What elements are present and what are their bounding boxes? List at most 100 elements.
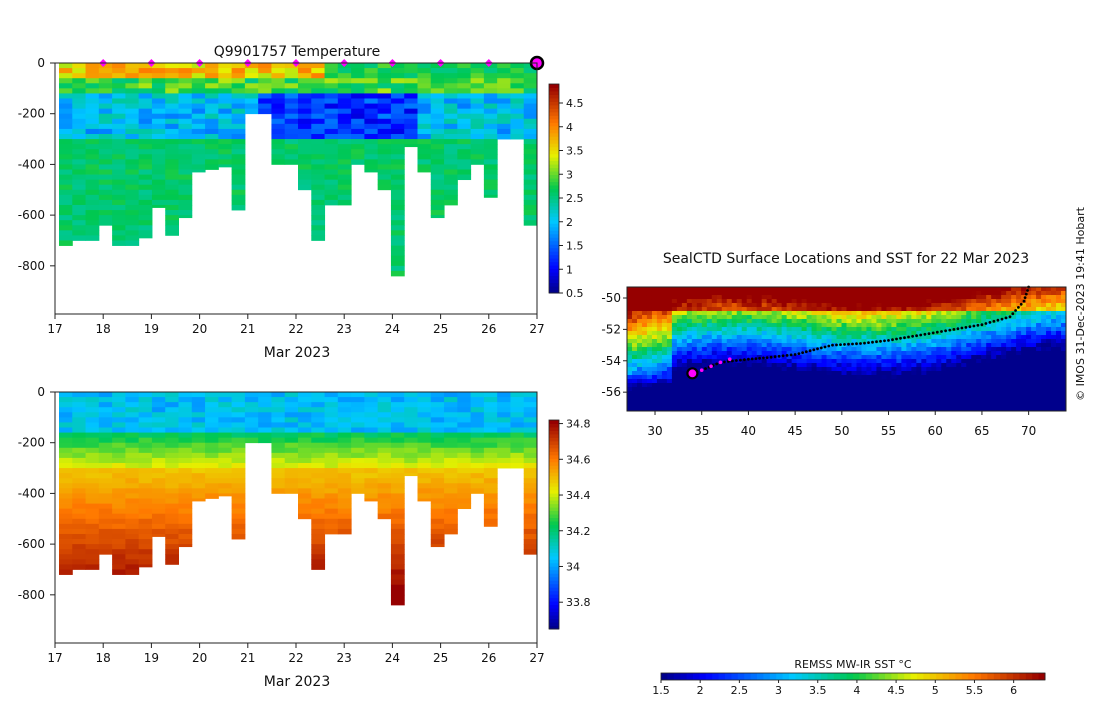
- sst-cell: [782, 371, 787, 376]
- profile-cell: [192, 473, 206, 478]
- colorbar-segment: [549, 559, 559, 563]
- sst-cell: [856, 319, 861, 324]
- sst-cell: [772, 403, 777, 408]
- sst-cell: [652, 323, 657, 328]
- sst-cell: [936, 403, 941, 408]
- profile-cell: [510, 88, 524, 93]
- profile-cell: [139, 114, 153, 119]
- profile-cell: [165, 392, 179, 397]
- sst-cell: [822, 295, 827, 300]
- profile-cell: [285, 68, 299, 73]
- sst-cell: [647, 359, 652, 364]
- track-point: [855, 342, 858, 345]
- sst-cell: [1006, 287, 1011, 292]
- profile-cell: [378, 392, 392, 397]
- profile-cell: [298, 124, 312, 129]
- sst-cell: [1006, 375, 1011, 380]
- profile-cell: [232, 98, 246, 103]
- sst-cell: [712, 331, 717, 336]
- sst-cell: [637, 339, 642, 344]
- profile-cell: [86, 109, 100, 114]
- sst-cell: [812, 307, 817, 312]
- profile-cell: [139, 175, 153, 180]
- profile-cell: [444, 175, 458, 180]
- profile-cell: [431, 159, 445, 164]
- profile-cell: [378, 493, 392, 498]
- sst-cell: [772, 379, 777, 384]
- sst-cell: [916, 307, 921, 312]
- sst-cell: [657, 343, 662, 348]
- profile-cell: [378, 93, 392, 98]
- profile-cell: [179, 493, 193, 498]
- sst-cell: [1056, 383, 1061, 388]
- sst-cell: [797, 391, 802, 396]
- profile-cell: [351, 159, 365, 164]
- sst-cell: [891, 311, 896, 316]
- sst-cell: [916, 295, 921, 300]
- sst-cell: [1056, 375, 1061, 380]
- sst-cell: [851, 399, 856, 404]
- colorbar-segment: [549, 108, 559, 112]
- sst-cell: [802, 339, 807, 344]
- profile-cell: [59, 412, 73, 417]
- sst-cell: [832, 323, 837, 328]
- sst-cell: [752, 351, 757, 356]
- profile-cell: [524, 463, 538, 468]
- sst-cell: [712, 351, 717, 356]
- profile-cell: [232, 154, 246, 159]
- sst-cell: [842, 395, 847, 400]
- sst-cell: [946, 303, 951, 308]
- sst-cell: [812, 403, 817, 408]
- profile-cell: [258, 402, 272, 407]
- sst-cell: [682, 307, 687, 312]
- profile-cell: [471, 149, 485, 154]
- profile-cell: [298, 514, 312, 519]
- profile-cell: [524, 139, 538, 144]
- profile-cell: [404, 83, 418, 88]
- profile-cell: [72, 144, 86, 149]
- profile-cell: [125, 463, 139, 468]
- sst-cell: [777, 307, 782, 312]
- sst-cell: [817, 359, 822, 364]
- sst-cell: [976, 371, 981, 376]
- profile-cell: [165, 529, 179, 534]
- sst-cell: [672, 311, 677, 316]
- x-tick-label: 21: [240, 651, 255, 665]
- sst-cell: [827, 399, 832, 404]
- profile-cell: [258, 104, 272, 109]
- profile-cell: [72, 433, 86, 438]
- sst-cell: [881, 379, 886, 384]
- sst-cell: [931, 315, 936, 320]
- sst-cell: [856, 355, 861, 360]
- sst-cell: [1041, 331, 1046, 336]
- sst-cell: [672, 387, 677, 392]
- sst-cell: [682, 391, 687, 396]
- sst-cell: [697, 347, 702, 352]
- sst-cell: [802, 287, 807, 292]
- sst-cell: [976, 319, 981, 324]
- profile-cell: [524, 78, 538, 83]
- sst-cell: [971, 363, 976, 368]
- profile-cell: [192, 407, 206, 412]
- sst-cell: [986, 343, 991, 348]
- colorbar-segment: [549, 140, 559, 144]
- profile-cell: [524, 104, 538, 109]
- sst-cell: [777, 311, 782, 316]
- profile-cell: [391, 585, 405, 590]
- sst-cell: [861, 299, 866, 304]
- sst-cell: [627, 311, 632, 316]
- sst-cell: [677, 379, 682, 384]
- profile-cell: [218, 144, 232, 149]
- profile-cell: [112, 493, 126, 498]
- profile-cell: [86, 124, 100, 129]
- profile-cell: [218, 443, 232, 448]
- sst-cell: [642, 335, 647, 340]
- sst-cell: [966, 391, 971, 396]
- sst-cell: [717, 371, 722, 376]
- profile-cell: [351, 468, 365, 473]
- sst-cell: [832, 379, 837, 384]
- profile-cell: [457, 63, 471, 68]
- profile-cell: [391, 412, 405, 417]
- profile-cell: [484, 104, 498, 109]
- sst-cell: [762, 287, 767, 292]
